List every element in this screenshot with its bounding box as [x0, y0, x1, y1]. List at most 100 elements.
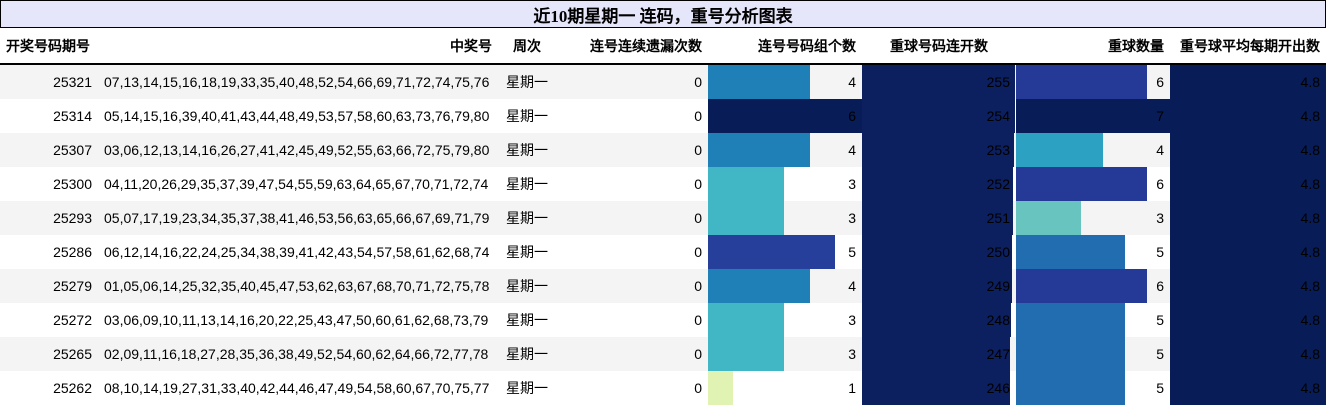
table-row[interactable]: 25321 07,13,14,15,16,18,19,33,35,40,48,52… — [0, 64, 1326, 99]
column-header-issue[interactable]: 开奖号码期号 — [0, 28, 98, 65]
cell-numbers: 06,12,14,16,22,24,25,34,38,39,41,42,43,5… — [98, 235, 498, 269]
cell-consec-groups-value: 6 — [848, 108, 856, 124]
table-row[interactable]: 25262 08,10,14,19,27,31,33,40,42,44,46,47… — [0, 371, 1326, 405]
column-header-consec-groups[interactable]: 连号号码组个数 — [708, 28, 862, 65]
data-bar — [708, 337, 785, 371]
data-bar — [862, 303, 1012, 337]
cell-repeat-streak-value: 251 — [986, 210, 1010, 226]
table-row[interactable]: 25293 05,07,17,19,23,34,35,37,38,41,46,53… — [0, 201, 1326, 235]
analysis-table: 开奖号码期号 中奖号 周次 连号连续遗漏次数 连号号码组个数 重球号码连开数 重… — [0, 28, 1326, 405]
cell-repeat-count-value: 3 — [1156, 210, 1164, 226]
data-bar — [708, 65, 810, 99]
table-row[interactable]: 25272 03,06,09,10,11,13,14,16,20,22,25,43… — [0, 303, 1326, 337]
data-bar — [708, 269, 810, 303]
cell-repeat-avg-value: 4.8 — [1300, 210, 1320, 226]
cell-consec-groups-value: 4 — [848, 74, 856, 90]
cell-repeat-count-value: 6 — [1156, 278, 1164, 294]
cell-repeat-streak-value: 250 — [986, 244, 1010, 260]
cell-consec-miss: 0 — [556, 371, 708, 405]
cell-consec-groups-value: 3 — [848, 210, 856, 226]
data-bar — [1170, 235, 1326, 269]
cell-repeat-count: 5 — [1016, 235, 1170, 269]
cell-issue: 25314 — [0, 99, 98, 133]
data-bar — [1170, 133, 1326, 167]
cell-consec-groups-value: 4 — [848, 142, 856, 158]
table-row[interactable]: 25279 01,05,06,14,25,32,35,40,45,47,53,62… — [0, 269, 1326, 303]
data-bar — [1016, 337, 1125, 371]
cell-numbers: 07,13,14,15,16,18,19,33,35,40,48,52,54,6… — [98, 64, 498, 99]
cell-issue: 25286 — [0, 235, 98, 269]
cell-issue: 25293 — [0, 201, 98, 235]
data-bar — [1016, 269, 1147, 303]
cell-issue: 25300 — [0, 167, 98, 201]
cell-repeat-avg: 4.8 — [1170, 201, 1326, 235]
cell-issue: 25321 — [0, 64, 98, 99]
header-row: 开奖号码期号 中奖号 周次 连号连续遗漏次数 连号号码组个数 重球号码连开数 重… — [0, 28, 1326, 65]
cell-repeat-avg-value: 4.8 — [1300, 380, 1320, 396]
cell-weekday: 星期一 — [498, 64, 556, 99]
cell-repeat-streak-value: 252 — [986, 176, 1010, 192]
data-bar — [1170, 99, 1326, 133]
cell-repeat-streak: 252 — [862, 167, 1016, 201]
cell-repeat-avg-value: 4.8 — [1300, 312, 1320, 328]
cell-repeat-avg-value: 4.8 — [1300, 244, 1320, 260]
table-row[interactable]: 25314 05,14,15,16,39,40,41,43,44,48,49,53… — [0, 99, 1326, 133]
table-row[interactable]: 25265 02,09,11,16,18,27,28,35,36,38,49,52… — [0, 337, 1326, 371]
column-header-consec-miss[interactable]: 连号连续遗漏次数 — [556, 28, 708, 65]
cell-repeat-avg-value: 4.8 — [1300, 108, 1320, 124]
cell-repeat-count: 5 — [1016, 303, 1170, 337]
cell-repeat-count-value: 6 — [1156, 74, 1164, 90]
cell-repeat-avg: 4.8 — [1170, 371, 1326, 405]
data-bar — [1016, 303, 1125, 337]
column-header-repeat-streak[interactable]: 重球号码连开数 — [862, 28, 1016, 65]
cell-repeat-avg: 4.8 — [1170, 337, 1326, 371]
cell-repeat-streak-value: 247 — [986, 346, 1010, 362]
cell-repeat-streak-value: 253 — [986, 142, 1010, 158]
cell-numbers: 01,05,06,14,25,32,35,40,45,47,53,62,63,6… — [98, 269, 498, 303]
data-bar — [708, 201, 785, 235]
column-header-numbers[interactable]: 中奖号 — [98, 28, 498, 65]
cell-consec-groups-value: 4 — [848, 278, 856, 294]
column-header-repeat-count[interactable]: 重球数量 — [1016, 28, 1170, 65]
cell-repeat-count-value: 7 — [1156, 108, 1164, 124]
cell-repeat-streak: 251 — [862, 201, 1016, 235]
cell-consec-miss: 0 — [556, 201, 708, 235]
column-header-weekday[interactable]: 周次 — [498, 28, 556, 65]
cell-weekday: 星期一 — [498, 303, 556, 337]
cell-repeat-streak-value: 248 — [986, 312, 1010, 328]
data-bar — [862, 133, 1015, 167]
cell-issue: 25262 — [0, 371, 98, 405]
cell-repeat-avg-value: 4.8 — [1300, 278, 1320, 294]
cell-repeat-streak: 255 — [862, 64, 1016, 99]
cell-consec-groups: 4 — [708, 269, 862, 303]
cell-issue: 25279 — [0, 269, 98, 303]
table-row[interactable]: 25286 06,12,14,16,22,24,25,34,38,39,41,42… — [0, 235, 1326, 269]
data-bar — [1170, 65, 1326, 99]
data-bar — [862, 371, 1010, 405]
cell-consec-miss: 0 — [556, 167, 708, 201]
cell-repeat-count-value: 5 — [1156, 346, 1164, 362]
cell-repeat-avg-value: 4.8 — [1300, 142, 1320, 158]
cell-weekday: 星期一 — [498, 99, 556, 133]
table-row[interactable]: 25300 04,11,20,26,29,35,37,39,47,54,55,59… — [0, 167, 1326, 201]
cell-repeat-count-value: 5 — [1156, 380, 1164, 396]
cell-repeat-streak: 253 — [862, 133, 1016, 167]
data-bar — [708, 235, 836, 269]
cell-repeat-streak-value: 254 — [986, 108, 1010, 124]
table-row[interactable]: 25307 03,06,12,13,14,16,26,27,41,42,45,49… — [0, 133, 1326, 167]
cell-numbers: 05,14,15,16,39,40,41,43,44,48,49,53,57,5… — [98, 99, 498, 133]
cell-repeat-count: 7 — [1016, 99, 1170, 133]
data-bar — [862, 167, 1014, 201]
data-bar — [1170, 201, 1326, 235]
data-bar — [1016, 65, 1147, 99]
cell-consec-groups-value: 3 — [848, 312, 856, 328]
cell-repeat-count: 5 — [1016, 371, 1170, 405]
cell-issue: 25265 — [0, 337, 98, 371]
cell-repeat-avg: 4.8 — [1170, 303, 1326, 337]
column-header-repeat-avg[interactable]: 重号球平均每期开出数 — [1170, 28, 1326, 65]
cell-repeat-avg: 4.8 — [1170, 99, 1326, 133]
cell-numbers: 02,09,11,16,18,27,28,35,36,38,49,52,54,6… — [98, 337, 498, 371]
cell-repeat-count: 6 — [1016, 269, 1170, 303]
cell-repeat-avg-value: 4.8 — [1300, 346, 1320, 362]
cell-repeat-avg: 4.8 — [1170, 133, 1326, 167]
